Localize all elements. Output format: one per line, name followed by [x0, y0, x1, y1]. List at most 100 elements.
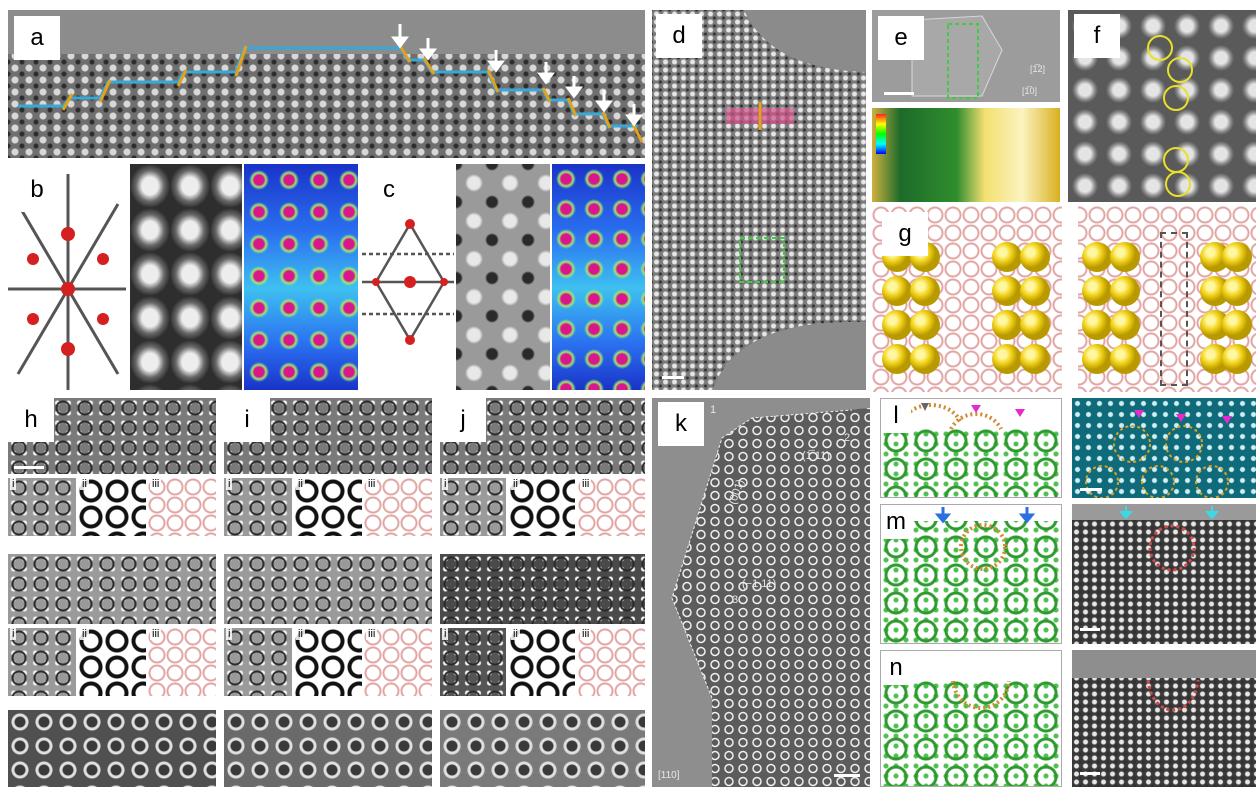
panel-j-inset-iii-1	[578, 478, 645, 536]
panel-i-sub-iii-1: iii	[366, 478, 378, 490]
panel-j-sub-ii-1: ii	[511, 478, 520, 490]
panel-n-model: n	[880, 650, 1062, 787]
panel-f: f	[1068, 10, 1256, 202]
panel-n-image	[1072, 650, 1256, 787]
panel-label-b: b	[14, 168, 60, 212]
panel-a-step-overlay	[18, 24, 644, 143]
panel-label-e: e	[878, 16, 924, 60]
panel-i: i ii iii i ii iii i	[224, 398, 432, 787]
panel-label-d: d	[656, 14, 702, 58]
panel-e: [1̅2] [1̅0] e	[872, 10, 1060, 202]
panel-g-boundary-box	[1160, 232, 1188, 386]
panel-j-sub-ii-2: ii	[511, 628, 520, 640]
panel-l-overlay	[881, 399, 1061, 431]
panel-i-sub-i-1: i	[226, 478, 233, 490]
panel-n-overlay	[881, 651, 1061, 710]
panel-i-inset-i-2	[224, 628, 292, 696]
panel-h-inset-i-1	[8, 478, 76, 536]
panel-h-sub-i-1: i	[10, 478, 17, 490]
panel-label-c: c	[366, 168, 412, 212]
panel-d: d	[652, 10, 866, 390]
panel-b-framework-model	[8, 174, 126, 390]
panel-i-inset-i-1	[224, 478, 292, 536]
panel-m-image	[1072, 504, 1256, 644]
panel-j-inset-i-1	[440, 478, 506, 536]
panel-a: a	[8, 10, 645, 158]
panel-h-image-2	[8, 554, 216, 624]
panel-b-tem-image	[130, 164, 242, 390]
panel-h-sub-ii-1: ii	[80, 478, 89, 490]
panel-k-facet-1-11: (1̅ 11)	[802, 450, 830, 462]
panel-i-sub-iii-2: iii	[366, 628, 378, 640]
panel-j: i ii iii i ii iii j	[440, 398, 645, 787]
panel-label-j: j	[440, 398, 486, 442]
panel-i-sub-i-2: i	[226, 628, 233, 640]
panel-label-n: n	[881, 651, 911, 685]
panel-i-image-3	[224, 710, 432, 787]
panel-j-sub-i-2: i	[442, 628, 449, 640]
panel-h-inset-i-2	[8, 628, 76, 696]
panel-label-a: a	[14, 16, 60, 60]
panel-j-inset-ii-2	[509, 628, 575, 696]
panel-i-inset-ii-2	[294, 628, 362, 696]
panel-j-image-2	[440, 554, 645, 624]
panel-c: c	[362, 164, 645, 390]
panel-h-inset-ii-2	[78, 628, 146, 696]
panel-label-g: g	[882, 212, 928, 256]
panel-h-sub-ii-2: ii	[80, 628, 89, 640]
panel-h-sub-iii-2: iii	[150, 628, 162, 640]
panel-k-scale-bar	[834, 774, 860, 777]
panel-m-model: m	[880, 504, 1062, 644]
panel-m-image-overlay	[1072, 504, 1256, 631]
panel-h: i ii iii i ii iii h	[8, 398, 216, 787]
panel-k-edge-2: 2	[844, 432, 851, 444]
panel-g-model-left	[882, 236, 1052, 392]
panel-j-sub-iii-1: iii	[580, 478, 592, 490]
panel-k-edge-1: 1	[710, 404, 717, 416]
panel-m-overlay	[881, 505, 1061, 571]
panel-e-direction-bottom: [1̅0]	[1022, 86, 1038, 96]
panel-b-simulation-map	[244, 164, 358, 390]
panel-a-lattice	[8, 50, 645, 158]
panel-c-framework-model	[362, 219, 454, 345]
panel-label-l: l	[881, 399, 911, 433]
panel-f-circle-markers	[1147, 35, 1193, 197]
panel-j-inset-ii-1	[509, 478, 575, 536]
panel-j-image-3	[440, 710, 645, 787]
panel-d-scale-bar	[662, 376, 684, 379]
panel-h-sub-i-2: i	[10, 628, 17, 640]
panel-k-crystal	[671, 408, 870, 787]
panel-g: g	[872, 206, 1256, 392]
panel-label-m: m	[881, 505, 911, 539]
panel-k: (001) (1̅ 11) (−1 11) 1 2 3 [110] k	[652, 398, 870, 787]
panel-c-tem-image	[456, 164, 550, 390]
panel-i-sub-ii-1: ii	[296, 478, 305, 490]
panel-label-f: f	[1074, 14, 1120, 58]
panel-e-direction-top: [1̅2]	[1030, 64, 1046, 74]
panel-i-inset-ii-1	[294, 478, 362, 536]
panel-b: b	[8, 164, 358, 390]
panel-j-inset-i-2	[440, 628, 506, 696]
panel-c-simulation-map	[552, 164, 645, 390]
panel-l-model: l	[880, 398, 1062, 498]
panel-d-particle-outline	[712, 10, 866, 390]
panel-e-overview-outline	[911, 15, 1003, 99]
panel-h-inset-ii-1	[78, 478, 146, 536]
panel-h-image-3	[8, 710, 216, 787]
panel-e-orientation-map	[872, 108, 1060, 202]
panel-i-inset-iii-1	[364, 478, 432, 536]
panel-i-sub-ii-2: ii	[296, 628, 305, 640]
panel-e-scale-bar	[884, 92, 914, 95]
panel-label-k: k	[658, 402, 704, 446]
panel-k-facet-m111: (−1 11)	[742, 578, 777, 590]
panel-h-scale-bar	[14, 466, 44, 469]
panel-i-image-2	[224, 554, 432, 624]
panel-j-sub-iii-2: iii	[580, 628, 592, 640]
panel-l-image-overlay	[1080, 410, 1232, 498]
panel-k-zone-axis: [110]	[658, 770, 680, 781]
panel-label-h: h	[8, 398, 54, 442]
panel-j-sub-i-1: i	[442, 478, 449, 490]
panel-k-edge-3: 3	[732, 594, 739, 606]
panel-h-sub-iii-1: iii	[150, 478, 162, 490]
panel-label-i: i	[224, 398, 270, 442]
